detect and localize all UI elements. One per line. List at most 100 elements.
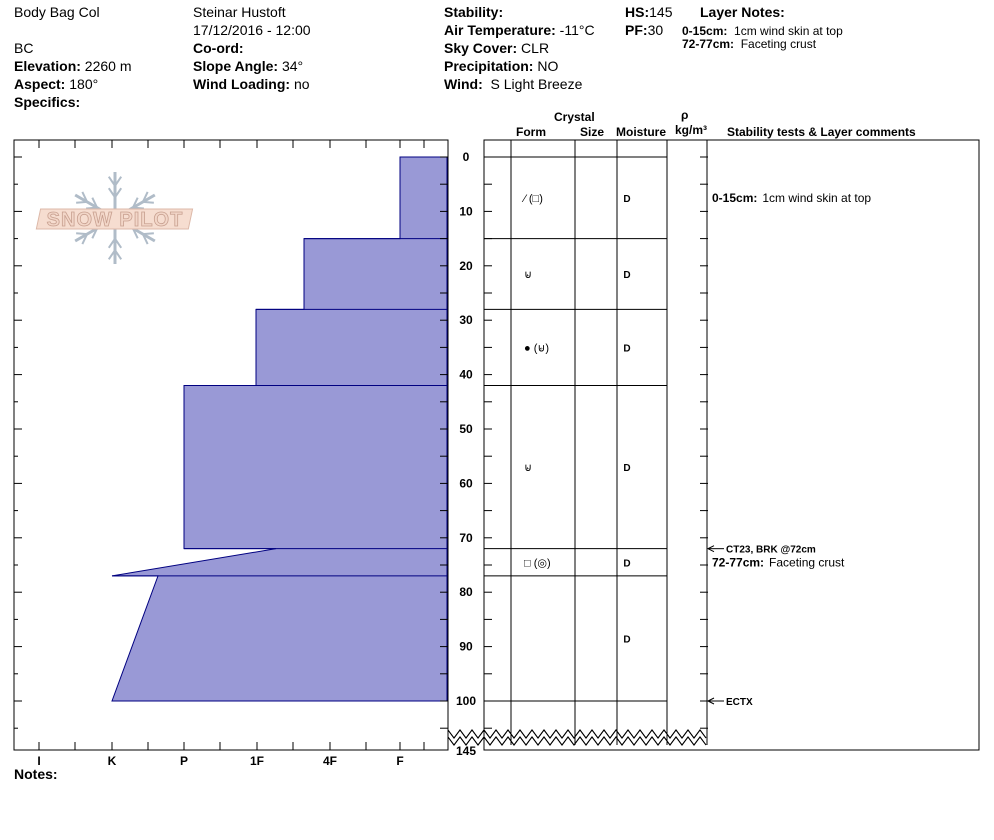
snowflake-branch bbox=[86, 206, 98, 210]
snowflake-branch bbox=[132, 227, 139, 239]
slope-value: 34° bbox=[281, 58, 304, 74]
layer-note: 72-77cm: Faceting crust bbox=[682, 38, 816, 50]
snowflake-branch bbox=[141, 191, 149, 203]
air-temperature: Air Temperature: -11°C bbox=[444, 23, 595, 37]
hardness-label: 4F bbox=[323, 754, 337, 768]
snowflake-branch bbox=[132, 206, 144, 210]
snowpilot-logo bbox=[35, 172, 194, 264]
hardness-label: K bbox=[108, 754, 117, 768]
elevation: Elevation: 2260 m bbox=[14, 59, 132, 73]
snowflake-branch bbox=[107, 249, 116, 260]
wind: Wind: S Light Breeze bbox=[444, 77, 582, 91]
layer-notes-title: Layer Notes: bbox=[700, 4, 785, 20]
logo-banner bbox=[35, 208, 194, 230]
snowflake-branch bbox=[114, 249, 123, 260]
depth-break-line bbox=[447, 729, 707, 739]
air-temp-value: -11°C bbox=[559, 22, 595, 38]
moisture-value: D bbox=[623, 270, 630, 281]
snowflake-branch bbox=[142, 200, 154, 204]
crystal-form-symbol: ⁄ (□) bbox=[521, 193, 543, 205]
hardness-label: F bbox=[396, 754, 403, 768]
sky-cover: Sky Cover: CLR bbox=[444, 41, 549, 55]
snowflake-branch bbox=[107, 176, 116, 187]
pf: PF:30 bbox=[625, 23, 663, 37]
snowflake-branch bbox=[114, 176, 123, 187]
depth-label: 50 bbox=[459, 422, 473, 436]
stability-label: Stability: bbox=[444, 4, 504, 20]
crystal-form-symbol: □ (◎) bbox=[524, 557, 551, 569]
layer-comment-range: 72-77cm: bbox=[712, 555, 764, 569]
layer-note-text: 1cm wind skin at top bbox=[734, 24, 843, 38]
depth-label: 100 bbox=[456, 694, 476, 708]
hardness-frame bbox=[13, 139, 449, 751]
wind-loading: Wind Loading: no bbox=[193, 77, 310, 91]
specifics-label: Specifics: bbox=[14, 94, 81, 110]
stability-test-result: ECTX bbox=[726, 697, 753, 708]
hs: HS:145 bbox=[625, 5, 672, 19]
elevation-value: 2260 m bbox=[84, 58, 132, 74]
density-unit-header: kg/m³ bbox=[675, 123, 708, 137]
depth-label: 60 bbox=[459, 476, 473, 490]
wind-label: Wind: bbox=[444, 76, 483, 92]
air-temp-label: Air Temperature: bbox=[444, 22, 556, 38]
stability-pointer-arrow bbox=[706, 545, 715, 553]
logo-text: SNOW PILOT bbox=[47, 209, 184, 231]
size-header: Size bbox=[580, 125, 605, 139]
precipitation: Precipitation: NO bbox=[444, 59, 558, 73]
pf-label: PF: bbox=[625, 22, 648, 38]
snowflake-branch bbox=[81, 233, 89, 245]
hs-value: 145 bbox=[649, 4, 673, 20]
snowflake-branch bbox=[81, 191, 89, 203]
sky-value: CLR bbox=[521, 40, 550, 56]
snowflake-branch bbox=[91, 197, 98, 209]
snowflake-branch bbox=[107, 187, 116, 198]
wind-loading-label: Wind Loading: bbox=[193, 76, 291, 92]
layer-comment-range: 0-15cm: bbox=[712, 191, 757, 205]
aspect: Aspect: 180° bbox=[14, 77, 98, 91]
depth-label: 70 bbox=[459, 531, 473, 545]
snowflake-branch bbox=[107, 238, 116, 249]
wind-value: S Light Breeze bbox=[490, 76, 583, 92]
snowflake-branch bbox=[114, 187, 123, 198]
depth-label: 90 bbox=[459, 640, 473, 654]
slope-angle: Slope Angle: 34° bbox=[193, 59, 303, 73]
stability-pointer-arrow bbox=[706, 697, 715, 705]
depth-break-line bbox=[447, 736, 707, 746]
depth-label: 145 bbox=[456, 744, 476, 758]
layer-comment: 0-15cm: 1cm wind skin at top bbox=[712, 191, 871, 205]
layer-note-text: Faceting crust bbox=[740, 37, 817, 51]
moisture-value: D bbox=[623, 343, 630, 354]
moisture-header: Moisture bbox=[616, 125, 667, 139]
crystal-form-symbol: ● (⊌) bbox=[524, 342, 549, 354]
notes-label: Notes: bbox=[14, 766, 58, 782]
crystal-form-symbol: ⊌ bbox=[524, 269, 532, 281]
slope-label: Slope Angle: bbox=[193, 58, 279, 74]
datetime: 17/12/2016 - 12:00 bbox=[193, 22, 311, 38]
elevation-label: Elevation: bbox=[14, 58, 81, 74]
precip-value: NO bbox=[537, 58, 559, 74]
depth-label: 40 bbox=[459, 368, 473, 382]
layer-note-range: 0-15cm: bbox=[682, 24, 728, 38]
hardness-label: 1F bbox=[250, 754, 264, 768]
snowflake-branch bbox=[91, 227, 98, 239]
snowflake-branch bbox=[76, 200, 88, 204]
hs-label: HS: bbox=[625, 4, 650, 20]
layer-comment-text: 1cm wind skin at top bbox=[762, 191, 871, 205]
sky-label: Sky Cover: bbox=[444, 40, 518, 56]
layer-comment: 72-77cm: Faceting crust bbox=[712, 555, 845, 569]
snowflake-branch bbox=[142, 232, 154, 236]
depth-label: 10 bbox=[459, 204, 473, 218]
depth-label: 0 bbox=[463, 150, 470, 164]
hardness-label: I bbox=[37, 754, 40, 768]
region: BC bbox=[14, 40, 34, 56]
coord-label: Co-ord: bbox=[193, 40, 244, 56]
snowflake-branch bbox=[132, 197, 139, 209]
comments-header: Stability tests & Layer comments bbox=[727, 125, 916, 139]
moisture-value: D bbox=[623, 194, 630, 205]
crystal-form-symbol: ⊌ bbox=[524, 462, 532, 474]
aspect-label: Aspect: bbox=[14, 76, 66, 92]
depth-label: 20 bbox=[459, 259, 473, 273]
precip-label: Precipitation: bbox=[444, 58, 534, 74]
moisture-value: D bbox=[623, 634, 630, 645]
